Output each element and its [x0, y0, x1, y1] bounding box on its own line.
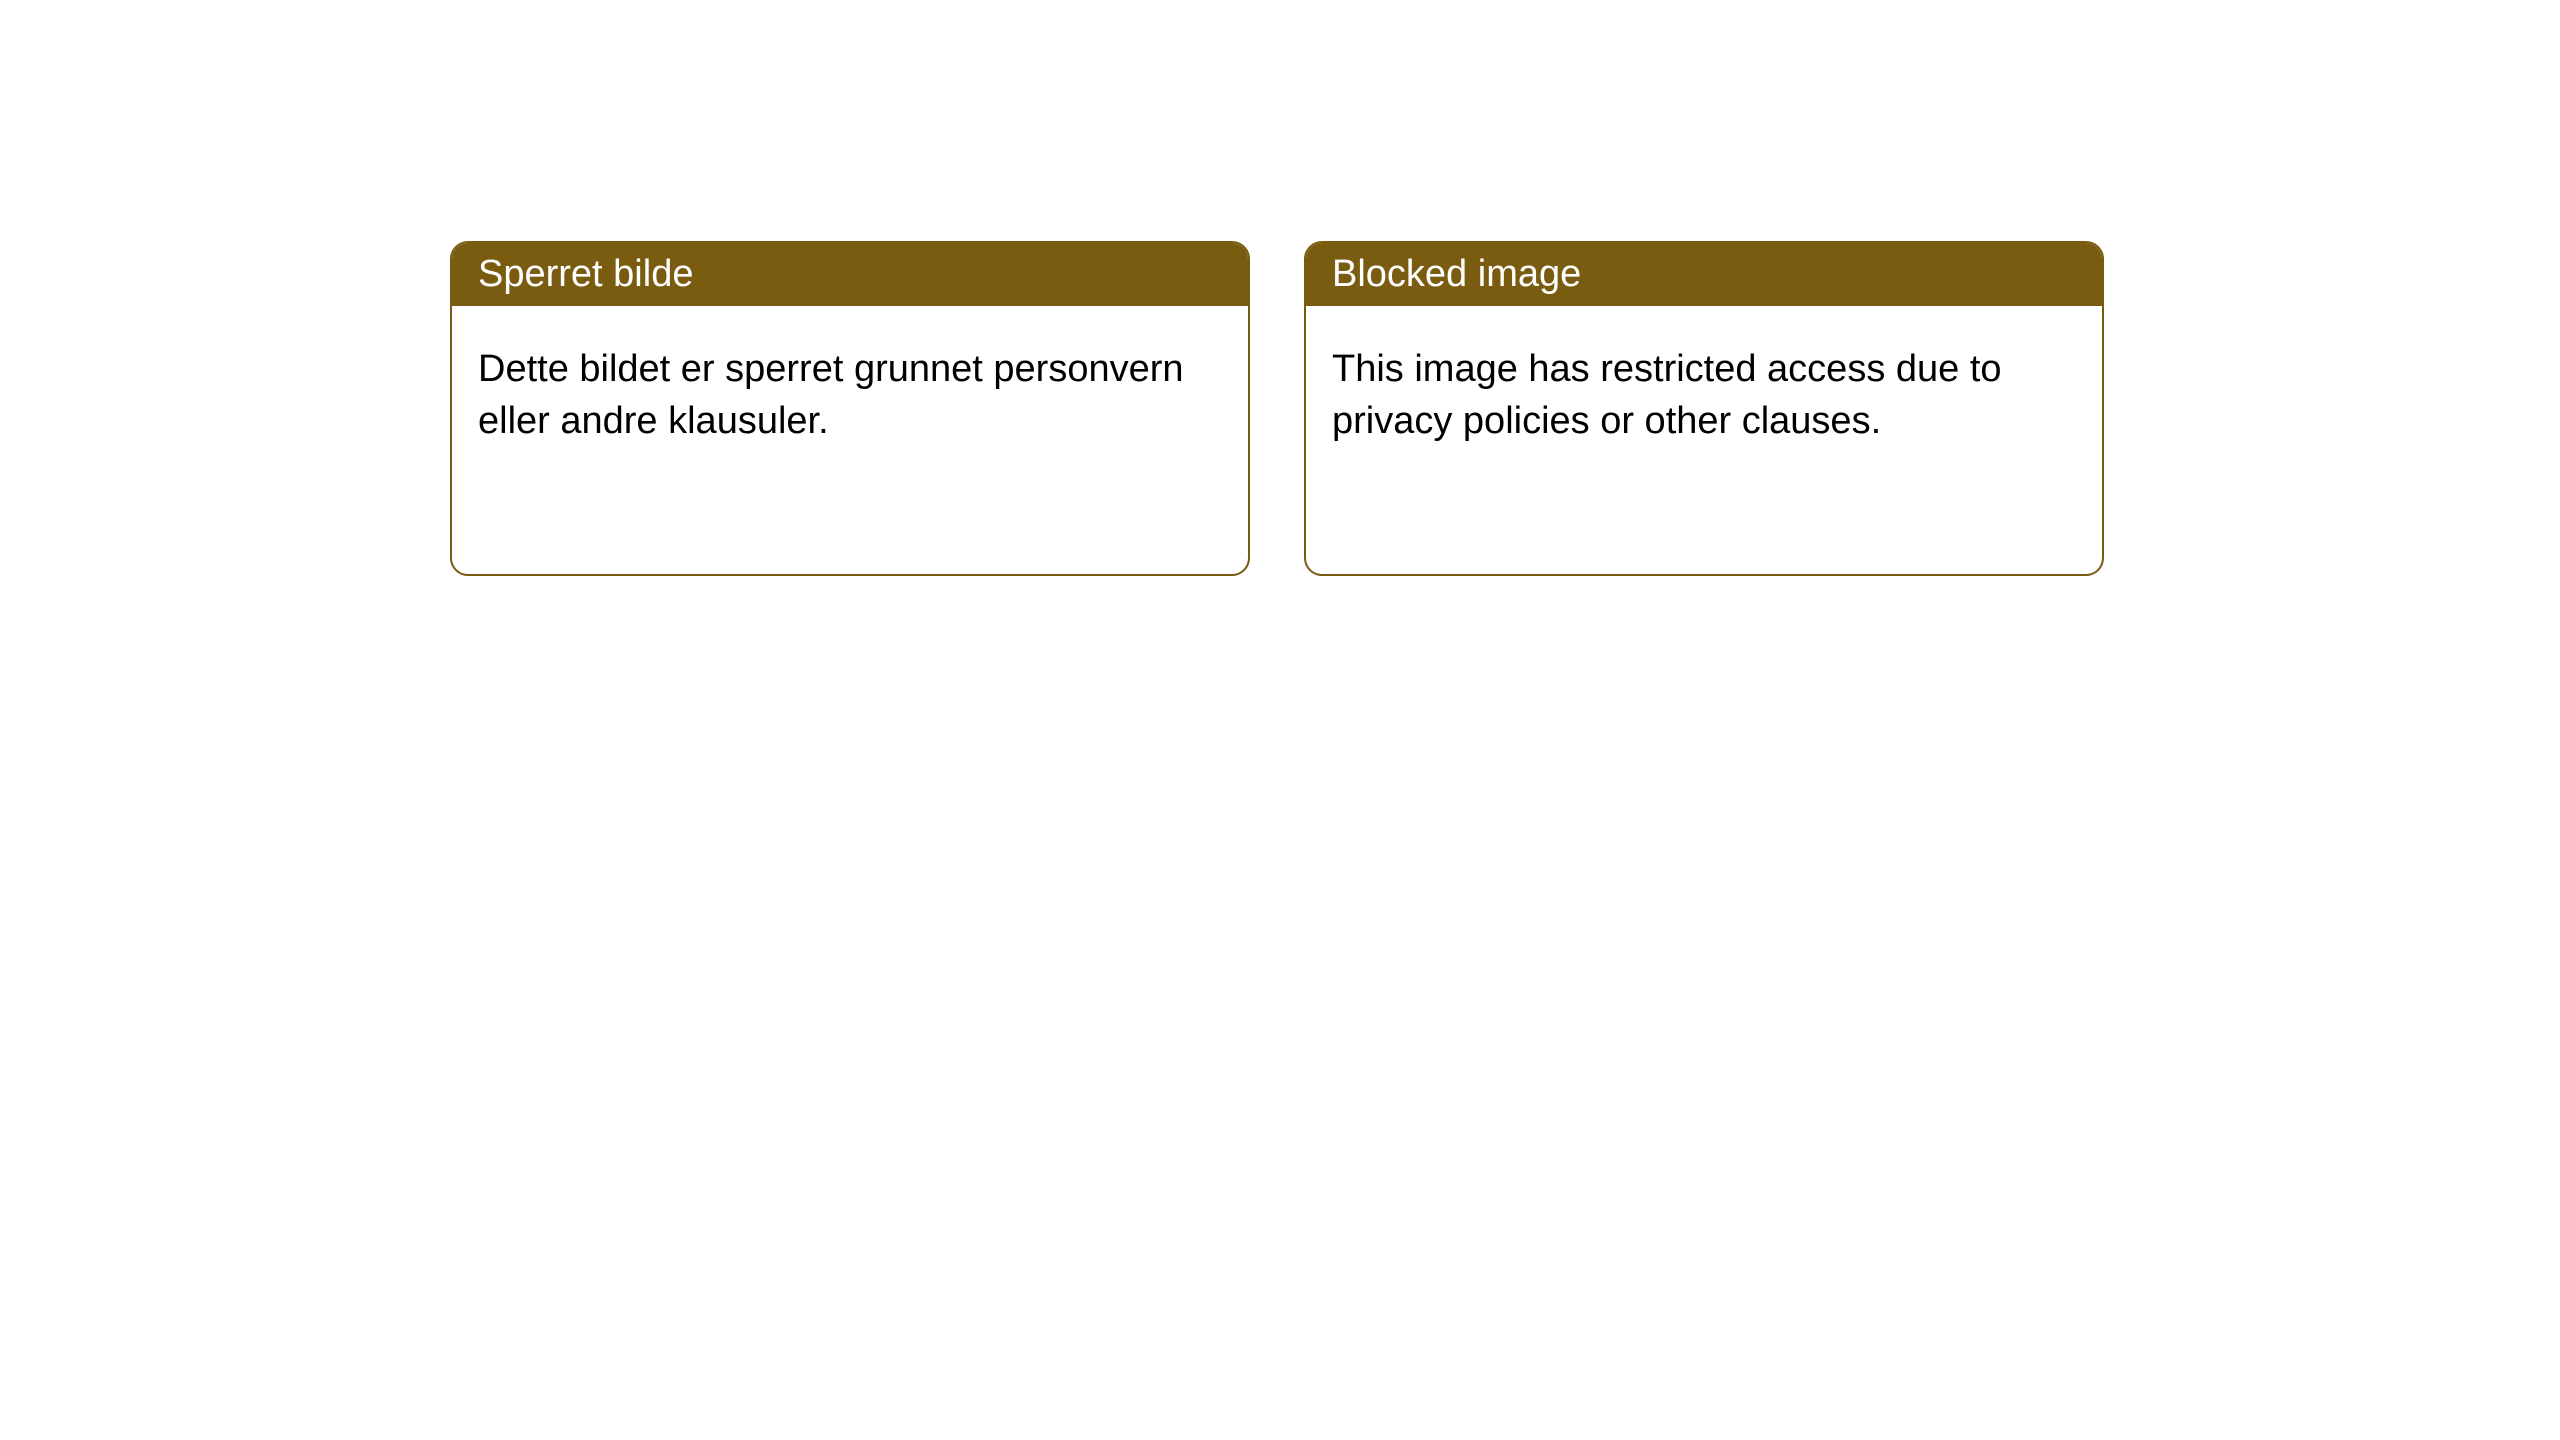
- notice-title: Sperret bilde: [478, 253, 693, 295]
- notice-container: Sperret bilde Dette bildet er sperret gr…: [450, 241, 2104, 576]
- notice-title: Blocked image: [1332, 253, 1581, 295]
- notice-header: Blocked image: [1306, 243, 2102, 306]
- notice-message: Dette bildet er sperret grunnet personve…: [478, 348, 1184, 442]
- notice-card-norwegian: Sperret bilde Dette bildet er sperret gr…: [450, 241, 1250, 576]
- notice-body: This image has restricted access due to …: [1306, 306, 2102, 485]
- notice-body: Dette bildet er sperret grunnet personve…: [452, 306, 1248, 485]
- notice-card-english: Blocked image This image has restricted …: [1304, 241, 2104, 576]
- notice-message: This image has restricted access due to …: [1332, 348, 2002, 442]
- notice-header: Sperret bilde: [452, 243, 1248, 306]
